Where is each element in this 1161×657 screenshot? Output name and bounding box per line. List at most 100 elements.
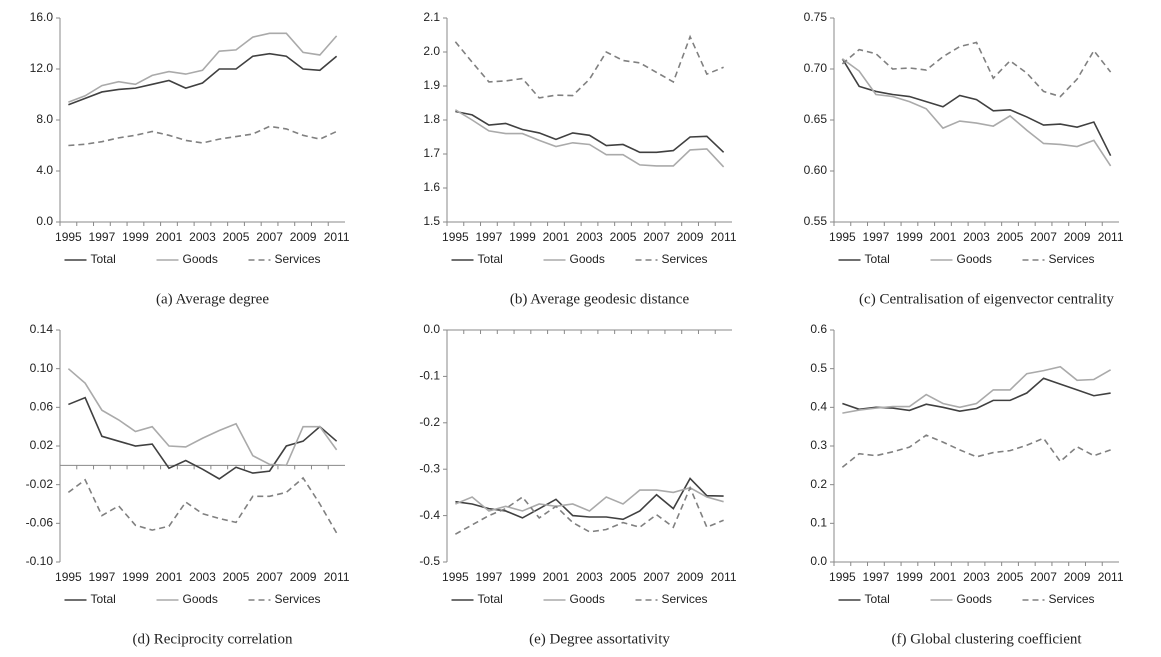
caption: (e) Degree assortativity: [529, 631, 670, 647]
x-tick-label: 2011: [711, 230, 737, 244]
x-tick-label: 2005: [223, 570, 250, 584]
legend-label: Goods: [570, 252, 605, 266]
legend-label: Goods: [183, 252, 218, 266]
x-tick-label: 2009: [290, 570, 317, 584]
y-tick-label: 0.2: [810, 477, 827, 491]
chart-panel: 0.0 4.0 8.0 12.0 16.0 1995 1997 1999 2001 2003 200…: [30, 10, 350, 307]
x-tick-label: 1995: [829, 230, 856, 244]
x-tick-label: 2007: [643, 570, 670, 584]
x-tick-label: 2007: [1030, 230, 1057, 244]
x-tick-label: 2001: [930, 230, 957, 244]
legend-label: Services: [275, 252, 321, 266]
y-tick-label: 0.65: [804, 112, 828, 126]
x-tick-label: 1999: [509, 230, 536, 244]
y-tick-label: 0.02: [30, 438, 54, 452]
x-tick-label: 2005: [610, 230, 637, 244]
series-line: [454, 109, 725, 168]
y-tick-label: 0.14: [30, 322, 54, 336]
legend-label: Goods: [957, 592, 992, 606]
series-line: [841, 58, 1112, 167]
y-tick-label: -0.02: [26, 477, 54, 491]
x-tick-label: 2009: [677, 230, 704, 244]
x-tick-label: 2005: [997, 230, 1024, 244]
y-tick-label: -0.1: [419, 369, 440, 383]
y-tick-label: -0.10: [26, 554, 54, 568]
x-tick-label: 2005: [223, 230, 250, 244]
series-line: [455, 486, 724, 512]
y-tick-label: 4.0: [36, 163, 53, 177]
series-line: [842, 365, 1112, 414]
x-tick-label: 1995: [442, 230, 469, 244]
chart-panel: 0.0 0.1 0.2 0.3 0.4 0.5 0.6 1995 1997 1999 2001 200…: [810, 322, 1124, 647]
x-tick-label: 2001: [930, 570, 957, 584]
x-tick-label: 2011: [324, 570, 350, 584]
legend-label: Services: [662, 252, 708, 266]
x-tick-label: 1995: [829, 570, 856, 584]
x-tick-label: 1995: [55, 570, 82, 584]
legend-label: Total: [865, 252, 890, 266]
x-tick-label: 1997: [863, 230, 890, 244]
x-tick-label: 1999: [509, 570, 536, 584]
legend-label: Services: [1049, 252, 1095, 266]
x-tick-label: 1995: [442, 570, 469, 584]
y-tick-label: 0.1: [810, 516, 827, 530]
legend-label: Total: [91, 592, 116, 606]
x-tick-label: 2003: [189, 570, 216, 584]
x-tick-label: 2003: [189, 230, 216, 244]
x-tick-label: 1997: [476, 570, 503, 584]
x-tick-label: 2011: [711, 570, 737, 584]
y-tick-label: 0.06: [30, 400, 54, 414]
series-line: [68, 32, 338, 103]
x-tick-label: 1995: [55, 230, 82, 244]
x-tick-label: 2009: [290, 230, 317, 244]
x-tick-label: 2007: [256, 570, 283, 584]
y-tick-label: 1.8: [423, 112, 440, 126]
y-tick-label: -0.5: [419, 554, 440, 568]
x-tick-label: 2005: [997, 570, 1024, 584]
y-tick-label: 0.0: [36, 214, 53, 228]
y-tick-label: 1.7: [423, 146, 440, 160]
x-tick-label: 1999: [896, 570, 923, 584]
x-tick-label: 2003: [576, 230, 603, 244]
x-tick-label: 1999: [896, 230, 923, 244]
legend-label: Total: [91, 252, 116, 266]
series-line: [68, 125, 337, 147]
caption: (a) Average degree: [156, 291, 269, 307]
x-tick-label: 2003: [963, 230, 990, 244]
caption: (f) Global clustering coefficient: [891, 631, 1082, 647]
x-tick-label: 2007: [1030, 570, 1057, 584]
y-tick-label: 0.5: [810, 361, 827, 375]
x-tick-label: 2003: [963, 570, 990, 584]
series-line: [841, 41, 1112, 98]
y-tick-label: 0.6: [810, 322, 827, 336]
series-line: [68, 52, 338, 106]
x-tick-label: 2003: [576, 570, 603, 584]
legend-label: Total: [865, 592, 890, 606]
x-tick-label: 1997: [476, 230, 503, 244]
series-line: [455, 110, 725, 154]
series-line: [454, 34, 724, 99]
y-tick-label: 2.1: [423, 10, 440, 24]
y-tick-label: 0.0: [810, 554, 827, 568]
y-tick-label: -0.3: [419, 461, 440, 475]
y-tick-label: 0.3: [810, 438, 827, 452]
y-tick-label: 0.55: [804, 214, 828, 228]
x-tick-label: 1997: [863, 570, 890, 584]
x-tick-label: 2011: [324, 230, 350, 244]
series-line: [67, 476, 338, 534]
x-tick-label: 2001: [543, 230, 570, 244]
y-tick-label: -0.2: [419, 415, 440, 429]
legend-label: Goods: [570, 592, 605, 606]
x-tick-label: 2009: [1064, 230, 1091, 244]
series-line: [842, 377, 1111, 413]
x-tick-label: 2011: [1098, 570, 1124, 584]
x-tick-label: 2007: [643, 230, 670, 244]
y-tick-label: 16.0: [30, 10, 54, 24]
legend-label: Services: [1049, 592, 1095, 606]
y-tick-label: 0.60: [804, 163, 828, 177]
x-tick-label: 2005: [610, 570, 637, 584]
x-tick-label: 1997: [89, 570, 116, 584]
x-tick-label: 2001: [156, 570, 183, 584]
chart-panel: -0.5 -0.4 -0.3 -0.2 -0.1 0.0 1995 1997 1999 2001 2…: [419, 322, 737, 647]
